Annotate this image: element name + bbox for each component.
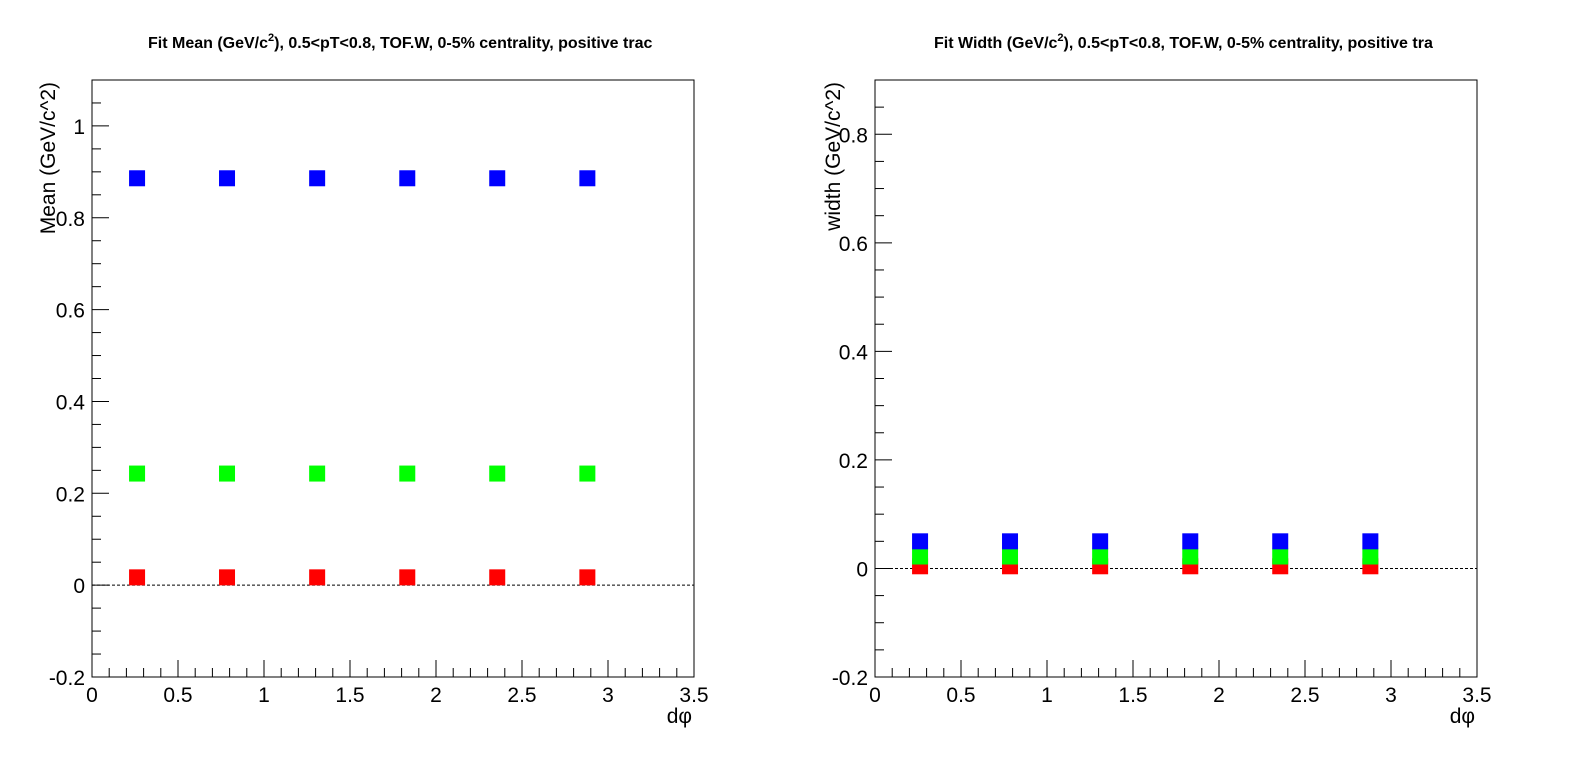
y-tick-label: 0.4 [56,391,86,414]
y-tick-label: 0.4 [839,341,869,364]
y-tick-label: -0.2 [832,667,868,690]
mean-data-point [399,569,416,586]
mean-panel-title: Fit Mean (GeV/c2), 0.5<pT<0.8, TOF.W, 0-… [148,32,652,52]
mean-data-point [399,465,416,482]
width-data-point [1182,548,1199,565]
width-panel-title: Fit Width (GeV/c2), 0.5<pT<0.8, TOF.W, 0… [934,32,1433,52]
mean-x-tick-labels: 0 0.5 1 1.5 2 2.5 3 3.5 [86,684,708,707]
width-data-point [1272,548,1289,565]
mean-data-point [579,465,596,482]
mean-data-point [579,569,596,586]
x-tick-label: 2.5 [507,684,536,707]
mean-data-point [129,569,146,586]
mean-data-point [399,170,416,187]
width-y-axis-title: width (GeV/c^2) [822,82,845,232]
y-tick-label: 0.8 [56,208,85,231]
x-tick-label: 3.5 [679,684,708,707]
mean-y-axis-title: Mean (GeV/c^2) [37,82,60,234]
x-tick-label: 3.5 [1462,684,1491,707]
mean-data-point [309,465,326,482]
y-tick-label: 0 [73,575,85,598]
mean-data-point [309,569,326,586]
x-tick-label: 3 [602,684,614,707]
mean-data-point [309,170,326,187]
width-data-point [1002,533,1019,550]
mean-data-point [129,465,146,482]
width-data-point [1362,533,1379,550]
mean-data-points [129,170,596,586]
y-tick-label: 0.2 [839,450,868,473]
mean-data-point [129,170,146,187]
y-tick-label: 0 [856,558,868,581]
x-tick-label: 2.5 [1290,684,1319,707]
width-panel: Fit Width (GeV/c2), 0.5<pT<0.8, TOF.W, 0… [822,32,1492,728]
width-data-point [1362,548,1379,565]
mean-data-point [219,569,236,586]
mean-data-point [489,569,506,586]
width-data-point [1002,548,1019,565]
y-tick-label: 0.6 [839,233,868,256]
mean-panel: Fit Mean (GeV/c2), 0.5<pT<0.8, TOF.W, 0-… [37,32,709,728]
x-tick-label: 0 [86,684,98,707]
width-data-point [912,548,929,565]
width-data-point [912,533,929,550]
x-tick-label: 2 [1213,684,1225,707]
width-y-tick-labels: -0.2 0 0.2 0.4 0.6 0.8 [832,124,868,690]
y-tick-label: 0.2 [56,483,85,506]
mean-data-point [219,465,236,482]
y-tick-label: 1 [73,116,85,139]
mean-data-point [489,170,506,187]
width-data-point [1272,533,1289,550]
width-axis-ticks [874,79,1478,678]
x-tick-label: 1 [258,684,270,707]
width-title-main: Fit Width (GeV/c [934,35,1058,52]
x-tick-label: 2 [430,684,442,707]
y-tick-label: 0.6 [56,300,85,323]
x-tick-label: 0 [869,684,881,707]
x-tick-label: 0.5 [163,684,192,707]
mean-data-point [219,170,236,187]
width-data-point [1092,533,1109,550]
x-tick-label: 0.5 [946,684,975,707]
mean-y-tick-labels: -0.2 0 0.2 0.4 0.6 0.8 1 [49,116,85,690]
mean-title-main: Fit Mean (GeV/c [148,35,268,52]
width-x-axis-title: dφ [1450,705,1475,728]
mean-data-point [579,170,596,187]
width-data-point [1182,533,1199,550]
mean-title-rest: ), 0.5<pT<0.8, TOF.W, 0-5% centrality, p… [274,35,652,52]
x-tick-label: 1.5 [1118,684,1147,707]
x-tick-label: 1.5 [335,684,364,707]
width-title-rest: ), 0.5<pT<0.8, TOF.W, 0-5% centrality, p… [1064,35,1433,52]
y-tick-label: -0.2 [49,667,85,690]
x-tick-label: 1 [1041,684,1053,707]
y-tick-label: 0.8 [839,124,868,147]
width-data-point [1092,548,1109,565]
mean-title-sup: 2 [268,32,274,44]
width-data-points [912,533,1379,575]
x-tick-label: 3 [1385,684,1397,707]
mean-data-point [489,465,506,482]
mean-axis-ticks [91,79,695,678]
width-x-tick-labels: 0 0.5 1 1.5 2 2.5 3 3.5 [869,684,1491,707]
mean-x-axis-title: dφ [667,705,692,728]
width-title-sup: 2 [1057,32,1063,44]
